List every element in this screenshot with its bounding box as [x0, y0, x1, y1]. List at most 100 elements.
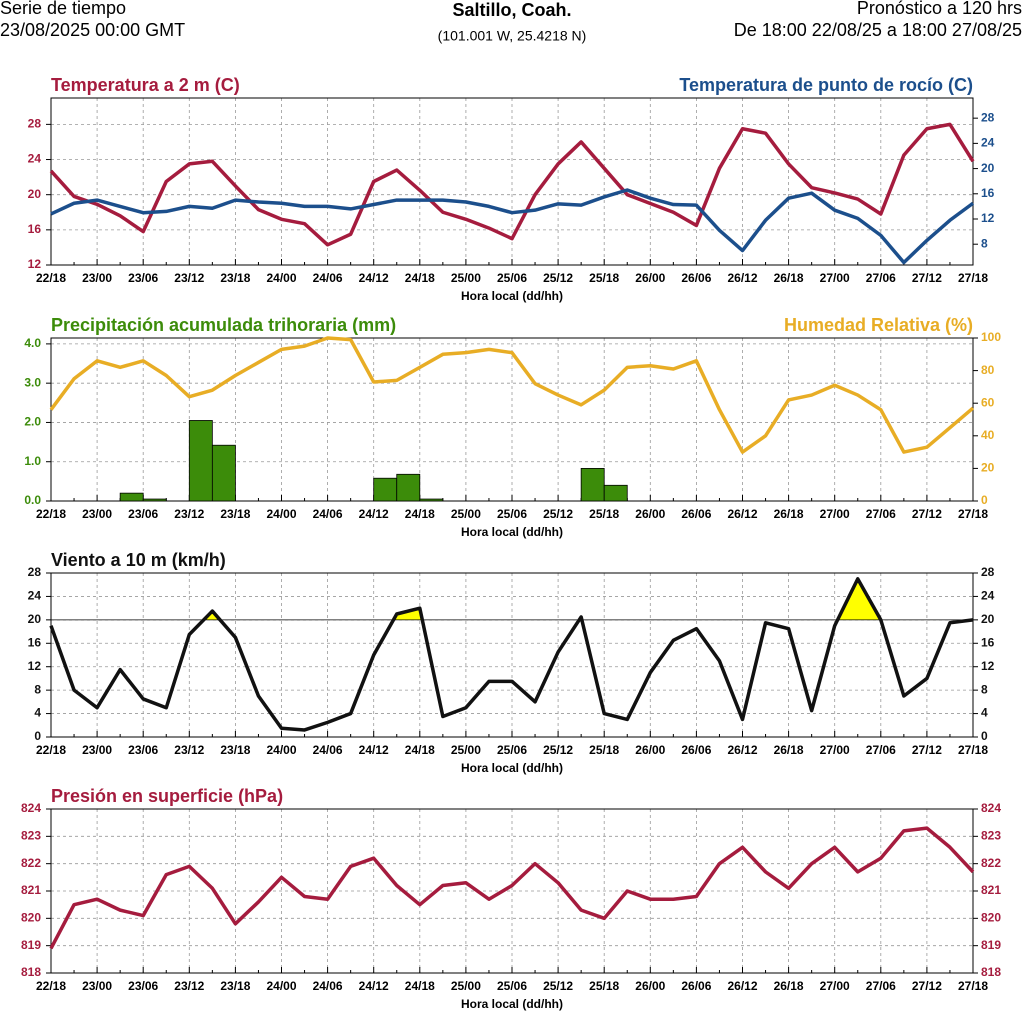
y-tick-label: 0.0	[24, 493, 41, 507]
x-tick-label: 25/18	[589, 507, 619, 521]
y-tick-label: 819	[21, 938, 41, 952]
x-tick-label: 23/06	[128, 743, 158, 757]
x-tick-label: 27/18	[958, 743, 988, 757]
x-tick-label: 25/12	[543, 979, 573, 993]
x-tick-label: 26/06	[681, 271, 711, 285]
x-tick-label: 27/12	[912, 271, 942, 285]
y2-tick-label: 12	[981, 659, 995, 673]
x-tick-label: 25/06	[497, 979, 527, 993]
y2-tick-label: 16	[981, 635, 995, 649]
y2-tick-label: 60	[981, 395, 995, 409]
y-tick-label: 12	[28, 659, 42, 673]
x-tick-label: 26/18	[774, 979, 804, 993]
x-tick-label: 22/18	[36, 507, 66, 521]
y2-tick-label: 20	[981, 461, 995, 475]
x-tick-label: 26/12	[727, 271, 757, 285]
chart-title: Viento a 10 m (km/h)	[51, 550, 226, 570]
y-tick-label: 2.0	[24, 415, 41, 429]
x-tick-label: 23/18	[220, 507, 250, 521]
x-tick-label: 23/18	[220, 743, 250, 757]
header-title: Saltillo, Coah.	[452, 0, 571, 20]
x-tick-label: 23/00	[82, 743, 112, 757]
x-tick-label: 23/00	[82, 979, 112, 993]
y2-tick-label: 28	[981, 110, 995, 124]
x-tick-label: 24/18	[405, 271, 435, 285]
x-tick-label: 22/18	[36, 271, 66, 285]
x-tick-label: 26/18	[774, 507, 804, 521]
x-tick-label: 24/00	[266, 507, 296, 521]
y-tick-label: 12	[28, 257, 42, 271]
x-tick-label: 22/18	[36, 979, 66, 993]
x-tick-label: 24/18	[405, 743, 435, 757]
y2-tick-label: 824	[981, 801, 1001, 815]
header-right-1: Pronóstico a 120 hrs	[857, 0, 1022, 18]
y-tick-label: 28	[28, 565, 42, 579]
x-tick-label: 24/00	[266, 979, 296, 993]
bar	[142, 498, 167, 502]
x-axis-label: Hora local (dd/hh)	[461, 997, 563, 1011]
x-tick-label: 23/12	[174, 271, 204, 285]
x-tick-label: 27/12	[912, 743, 942, 757]
x-tick-label: 24/06	[313, 271, 343, 285]
header-subtitle: (101.001 W, 25.4218 N)	[438, 28, 587, 44]
y2-tick-label: 8	[981, 236, 988, 250]
x-tick-label: 23/06	[128, 507, 158, 521]
x-tick-label: 24/12	[359, 507, 389, 521]
x-tick-label: 27/18	[958, 507, 988, 521]
x-tick-label: 26/18	[774, 743, 804, 757]
x-axis-label: Hora local (dd/hh)	[461, 525, 563, 539]
x-tick-label: 27/06	[866, 507, 896, 521]
y2-tick-label: 818	[981, 965, 1001, 979]
x-tick-label: 25/12	[543, 743, 573, 757]
x-tick-label: 24/06	[313, 743, 343, 757]
x-tick-label: 26/06	[681, 979, 711, 993]
x-tick-label: 27/00	[820, 979, 850, 993]
x-tick-label: 23/18	[220, 271, 250, 285]
x-tick-label: 26/06	[681, 507, 711, 521]
x-axis-label: Hora local (dd/hh)	[461, 761, 563, 775]
x-tick-label: 25/00	[451, 743, 481, 757]
x-tick-label: 25/18	[589, 979, 619, 993]
y2-tick-label: 20	[981, 161, 995, 175]
y2-tick-label: 100	[981, 330, 1001, 344]
x-tick-label: 25/06	[497, 271, 527, 285]
bar	[119, 492, 144, 502]
bar	[188, 420, 213, 502]
y-tick-label: 3.0	[24, 375, 41, 389]
x-tick-label: 25/00	[451, 979, 481, 993]
series-title: Temperatura de punto de rocío (C)	[679, 75, 973, 95]
y2-tick-label: 0	[981, 729, 988, 743]
y-tick-label: 821	[21, 883, 41, 897]
x-tick-label: 25/18	[589, 271, 619, 285]
y2-tick-label: 4	[981, 706, 988, 720]
series-line	[49, 122, 975, 247]
y2-tick-label: 822	[981, 856, 1001, 870]
x-tick-label: 24/12	[359, 271, 389, 285]
x-tick-label: 27/00	[820, 743, 850, 757]
y2-tick-label: 0	[981, 493, 988, 507]
x-tick-label: 26/12	[727, 507, 757, 521]
y2-tick-label: 20	[981, 612, 995, 626]
y-tick-label: 823	[21, 829, 41, 843]
x-tick-label: 24/00	[266, 271, 296, 285]
bar	[603, 484, 628, 502]
y2-tick-label: 16	[981, 186, 995, 200]
y2-tick-label: 12	[981, 211, 995, 225]
x-tick-label: 24/18	[405, 507, 435, 521]
header-left-2: 23/08/2025 00:00 GMT	[0, 20, 185, 40]
x-tick-label: 25/00	[451, 507, 481, 521]
y2-tick-label: 821	[981, 883, 1001, 897]
x-tick-label: 26/00	[635, 271, 665, 285]
x-tick-label: 26/12	[727, 743, 757, 757]
x-tick-label: 23/06	[128, 271, 158, 285]
y-tick-label: 822	[21, 856, 41, 870]
x-tick-label: 27/18	[958, 271, 988, 285]
x-tick-label: 25/00	[451, 271, 481, 285]
x-tick-label: 27/18	[958, 979, 988, 993]
x-tick-label: 27/06	[866, 979, 896, 993]
x-tick-label: 26/00	[635, 507, 665, 521]
y-tick-label: 820	[21, 911, 41, 925]
y-tick-label: 818	[21, 965, 41, 979]
y-tick-label: 16	[28, 222, 42, 236]
